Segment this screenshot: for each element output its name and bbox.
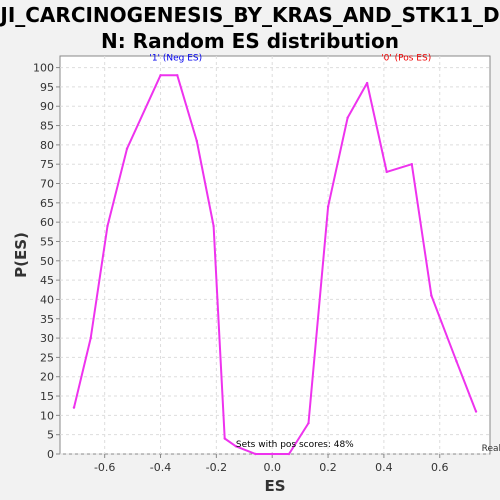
y-axis-label: P(ES) — [12, 232, 30, 278]
data-point — [159, 74, 162, 77]
y-tick-label: 20 — [40, 371, 54, 384]
data-point — [254, 452, 257, 456]
x-tick-label: -0.4 — [150, 461, 171, 474]
data-point — [271, 452, 274, 456]
y-tick-label: 50 — [40, 255, 54, 268]
y-tick-label: 15 — [40, 390, 54, 403]
series-layer — [72, 74, 478, 456]
x-axis-label: ES — [264, 477, 285, 495]
data-point — [287, 452, 291, 456]
data-point — [430, 294, 433, 297]
chart-title: JI_CARCINOGENESIS_BY_KRAS_AND_STK11_D N:… — [0, 2, 500, 54]
data-point — [455, 360, 458, 363]
y-tick-label: 10 — [40, 409, 54, 422]
plot-area — [59, 55, 491, 455]
series-line — [73, 74, 477, 455]
y-tick-label: 70 — [40, 178, 54, 191]
data-point — [223, 437, 226, 440]
data-point — [195, 139, 199, 143]
data-point — [72, 406, 76, 409]
y-tick-label: 0 — [47, 448, 54, 461]
y-tick-label: 85 — [40, 120, 54, 133]
data-point — [365, 81, 369, 85]
data-point — [125, 147, 129, 150]
annotation-label: Real E — [482, 444, 500, 454]
annotation-label: '0' (Pos ES) — [381, 54, 431, 64]
data-point — [89, 336, 92, 340]
data-point — [212, 224, 215, 228]
y-tick-label: 40 — [40, 293, 54, 306]
x-tick-label: 0.6 — [431, 461, 449, 474]
annotation-label: '1' (Neg ES) — [149, 54, 202, 64]
y-tick-label: 60 — [40, 216, 54, 229]
y-tick-label: 65 — [40, 197, 54, 210]
x-tick-label: -0.6 — [94, 461, 115, 474]
annotations: '1' (Neg ES) '0' (Pos ES) Sets with pos sc… — [149, 54, 500, 454]
y-tick-label: 90 — [40, 100, 54, 113]
data-point — [106, 224, 109, 228]
y-tick-label: 80 — [40, 139, 54, 152]
y-tick-label: 95 — [40, 81, 54, 94]
chart-title-line2: N: Random ES distribution — [100, 29, 400, 53]
y-tick-label: 55 — [40, 235, 54, 248]
data-point — [410, 162, 414, 166]
x-tick-label: 0.2 — [319, 461, 337, 474]
y-tick-label: 45 — [40, 274, 54, 287]
x-tick-label: 0.4 — [375, 461, 393, 474]
data-point — [385, 170, 388, 174]
y-tick-label: 30 — [40, 332, 54, 345]
data-point — [234, 445, 238, 448]
y-tick-label: 25 — [40, 351, 54, 364]
annotation-label: Sets with pos scores: 48% — [236, 440, 354, 450]
chart-title-line1: JI_CARCINOGENESIS_BY_KRAS_AND_STK11_D — [0, 3, 500, 27]
x-tick-label: 0.0 — [263, 461, 281, 474]
y-tick-label: 35 — [40, 313, 54, 326]
y-axis: 0 5 10 15 20 25 30 35 40 45 50 55 60 65 70 75 80 85 90 95 10… — [33, 62, 60, 461]
data-point — [176, 74, 179, 77]
x-axis: -0.6 -0.4 -0.2 0.0 0.2 0.4 0.6 — [94, 454, 449, 474]
y-tick-label: 75 — [40, 158, 54, 171]
y-tick-label: 100 — [33, 62, 54, 75]
y-tick-label: 5 — [47, 429, 54, 442]
data-point — [307, 421, 310, 425]
grid — [60, 56, 490, 455]
data-point — [474, 410, 478, 413]
x-tick-label: -0.2 — [206, 461, 227, 474]
data-point — [346, 116, 349, 120]
data-point — [326, 205, 330, 208]
